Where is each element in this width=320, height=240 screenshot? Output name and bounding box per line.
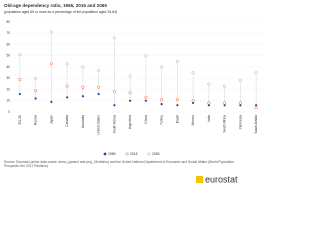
legend-marker	[147, 152, 151, 156]
x-tick-label: EU-28	[18, 115, 22, 125]
dot	[81, 85, 85, 89]
dot	[65, 84, 69, 88]
x-tick-label: South Korea	[112, 115, 116, 133]
source: Source: Eurostat (online data codes: dem…	[4, 160, 235, 168]
x-tick-label: Saudi Arabia	[254, 115, 258, 134]
dot	[160, 65, 164, 69]
x-tick-label: Mexico	[191, 115, 195, 126]
dot	[81, 95, 85, 98]
legend-marker	[125, 152, 129, 156]
dot	[128, 91, 132, 95]
dot	[223, 84, 227, 88]
chart: Old-age dependency ratio, 1965, 2015 and…	[4, 3, 264, 184]
x-tick-label: India	[207, 115, 211, 122]
dot	[34, 76, 38, 80]
dot	[144, 95, 148, 99]
dot	[128, 99, 132, 102]
dot	[18, 92, 22, 96]
source-box: Source: Eurostat (online data codes: dem…	[4, 160, 235, 168]
dot	[97, 68, 101, 72]
legend-marker	[103, 152, 107, 156]
dot	[50, 100, 53, 104]
dot	[207, 104, 211, 107]
dot	[191, 101, 195, 105]
legend-label: 2015	[130, 152, 138, 156]
x-tick-label: United States	[97, 115, 101, 135]
x-tick-label: Australia	[81, 115, 85, 128]
dot	[97, 85, 101, 89]
dot	[34, 97, 37, 100]
dot	[207, 101, 211, 105]
dot	[18, 53, 22, 57]
dot	[254, 71, 258, 75]
dot	[254, 104, 258, 107]
x-tick-label: Russia	[34, 115, 38, 125]
x-tick-label: South Africa	[223, 115, 227, 133]
dot	[160, 102, 163, 106]
dot	[238, 78, 242, 83]
chart-subtitle: (population aged 65 or more as a percent…	[4, 10, 117, 14]
dot	[97, 92, 100, 96]
dot	[239, 104, 242, 107]
x-tick-label: Brazil	[175, 115, 179, 124]
dot	[34, 89, 38, 93]
y-tick-label: 0	[8, 110, 10, 114]
x-tick-label: Argentina	[128, 115, 132, 129]
dot	[81, 65, 85, 69]
dot	[112, 90, 116, 94]
dot	[113, 104, 116, 107]
dot	[191, 71, 195, 75]
dot	[176, 104, 179, 107]
y-tick-label: 70	[6, 31, 10, 35]
dot	[223, 101, 227, 105]
dot	[191, 99, 195, 103]
x-tick-label: Japan	[49, 115, 53, 124]
dot	[254, 105, 258, 110]
y-tick-label: 20	[6, 87, 10, 91]
y-tick-label: 10	[6, 99, 10, 103]
y-tick-label: 40	[6, 65, 10, 69]
dot	[18, 77, 22, 81]
dot	[207, 82, 211, 86]
legend-label: 2065	[152, 152, 160, 156]
dot	[223, 104, 226, 107]
x-tick-label: Canada	[65, 115, 69, 127]
x-tick-label: Turkey	[160, 115, 164, 125]
dot	[175, 98, 179, 102]
dot	[49, 30, 53, 34]
dot	[49, 62, 53, 66]
x-tick-label: China	[144, 115, 148, 124]
dot	[65, 62, 69, 66]
y-tick-label: 50	[6, 54, 10, 58]
dot	[160, 98, 164, 102]
dot	[112, 36, 116, 40]
y-tick-label: 60	[6, 42, 10, 46]
dot	[128, 74, 132, 78]
chart-title: Old-age dependency ratio, 1965, 2015 and…	[4, 3, 107, 8]
dot	[238, 101, 242, 105]
y-tick-label: 30	[6, 76, 10, 80]
dot	[65, 96, 69, 99]
dot	[175, 59, 179, 63]
legend-label: 1965	[108, 152, 116, 156]
dot	[144, 99, 148, 102]
y-tick-label: 80	[6, 20, 10, 24]
logo: eurostat	[205, 174, 238, 184]
logo-icon	[196, 176, 203, 183]
x-tick-label: Indonesia	[238, 115, 242, 129]
dot	[144, 54, 148, 58]
